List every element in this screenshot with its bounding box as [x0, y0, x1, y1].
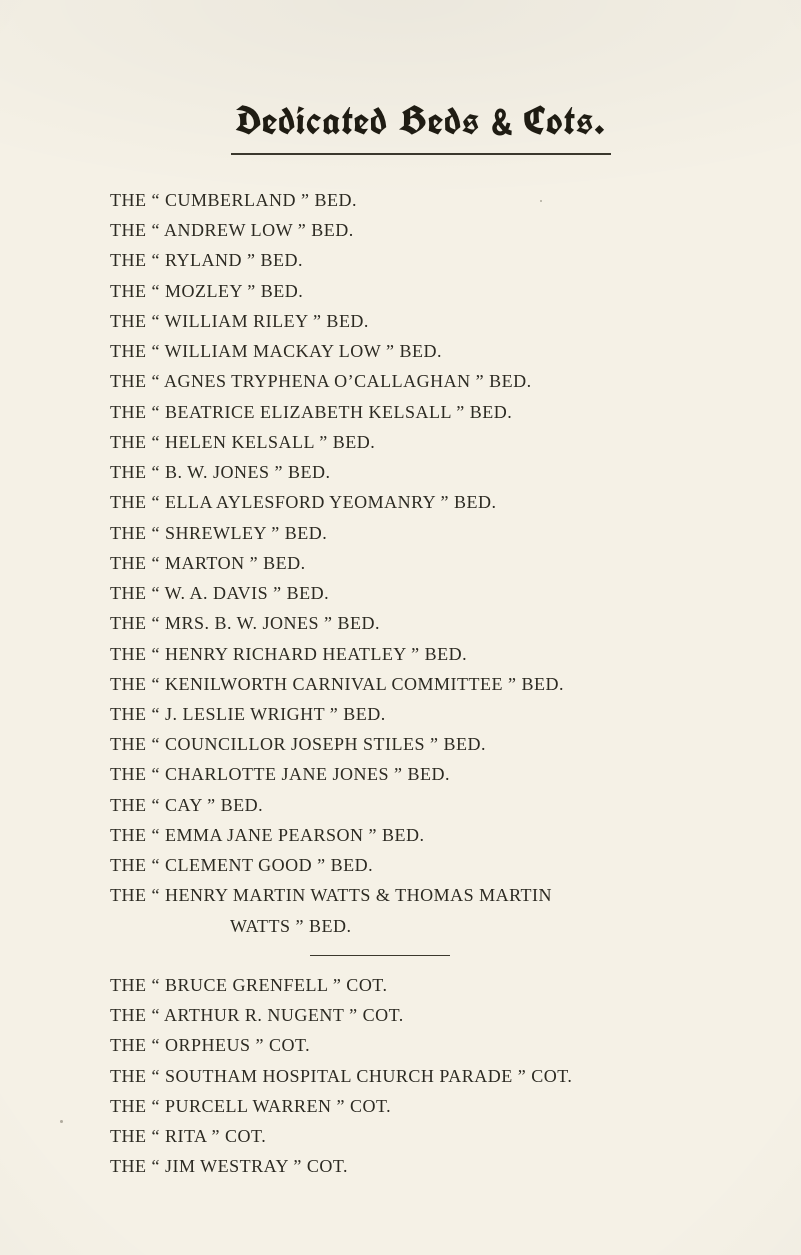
bed-line: THE “ CLEMENT GOOD ” BED.	[110, 850, 731, 880]
cots-list: THE “ BRUCE GRENFELL ” COT. THE “ ARTHUR…	[110, 970, 731, 1182]
bed-line: THE “ KENILWORTH CARNIVAL COMMITTEE ” BE…	[110, 669, 731, 699]
bed-line: THE “ CUMBERLAND ” BED.	[110, 185, 731, 215]
bed-line: THE “ SHREWLEY ” BED.	[110, 518, 731, 548]
bed-line: THE “ MOZLEY ” BED.	[110, 276, 731, 306]
page-title: Dedicated Beds & Cots.	[110, 95, 731, 147]
cot-line: THE “ JIM WESTRAY ” COT.	[110, 1151, 731, 1181]
cot-line: THE “ ORPHEUS ” COT.	[110, 1030, 731, 1060]
cot-line: THE “ RITA ” COT.	[110, 1121, 731, 1151]
bed-line: THE “ CHARLOTTE JANE JONES ” BED.	[110, 759, 731, 789]
cot-line: THE “ PURCELL WARREN ” COT.	[110, 1091, 731, 1121]
beds-list: THE “ CUMBERLAND ” BED. THE “ ANDREW LOW…	[110, 185, 731, 941]
bed-line: THE “ MRS. B. W. JONES ” BED.	[110, 608, 731, 638]
bed-line: THE “ BEATRICE ELIZABETH KELSALL ” BED.	[110, 397, 731, 427]
bed-line: THE “ HENRY RICHARD HEATLEY ” BED.	[110, 639, 731, 669]
bed-line: THE “ RYLAND ” BED.	[110, 245, 731, 275]
bed-line: THE “ B. W. JONES ” BED.	[110, 457, 731, 487]
cot-line: THE “ SOUTHAM HOSPITAL CHURCH PARADE ” C…	[110, 1061, 731, 1091]
bed-line: THE “ CAY ” BED.	[110, 790, 731, 820]
bed-line: THE “ EMMA JANE PEARSON ” BED.	[110, 820, 731, 850]
bed-line-wrap: WATTS ” BED.	[110, 911, 731, 941]
bed-line: THE “ WILLIAM RILEY ” BED.	[110, 306, 731, 336]
scan-speck	[540, 200, 542, 202]
page: Dedicated Beds & Cots. THE “ CUMBERLAND …	[0, 0, 801, 1242]
section-divider	[310, 955, 450, 956]
bed-line: THE “ ANDREW LOW ” BED.	[110, 215, 731, 245]
bed-line: THE “ WILLIAM MACKAY LOW ” BED.	[110, 336, 731, 366]
bed-line: THE “ MARTON ” BED.	[110, 548, 731, 578]
cot-line: THE “ ARTHUR R. NUGENT ” COT.	[110, 1000, 731, 1030]
scan-speck	[60, 1120, 63, 1123]
bed-line: THE “ COUNCILLOR JOSEPH STILES ” BED.	[110, 729, 731, 759]
cot-line: THE “ BRUCE GRENFELL ” COT.	[110, 970, 731, 1000]
bed-line: THE “ HENRY MARTIN WATTS & THOMAS MARTIN	[110, 880, 731, 910]
bed-line: THE “ W. A. DAVIS ” BED.	[110, 578, 731, 608]
bed-line: THE “ HELEN KELSALL ” BED.	[110, 427, 731, 457]
bed-line: THE “ J. LESLIE WRIGHT ” BED.	[110, 699, 731, 729]
bed-line: THE “ AGNES TRYPHENA O’CALLAGHAN ” BED.	[110, 366, 731, 396]
title-underline	[231, 153, 611, 155]
bed-line: THE “ ELLA AYLESFORD YEOMANRY ” BED.	[110, 487, 731, 517]
